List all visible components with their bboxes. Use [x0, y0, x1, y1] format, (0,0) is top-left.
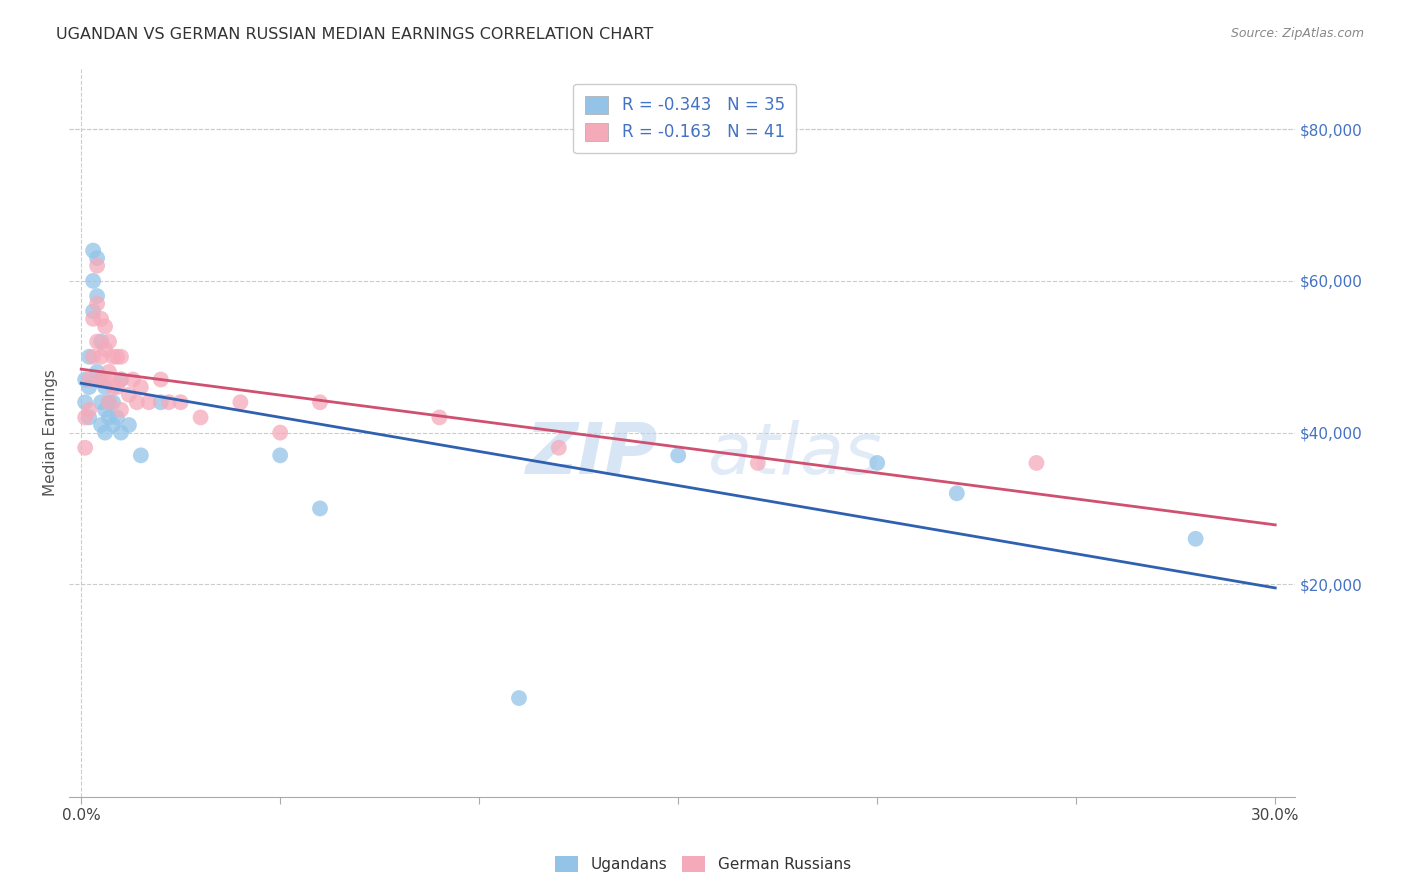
Point	[90, 372, 112, 386]
Point	[170, 395, 193, 409]
Point	[129, 380, 152, 394]
Point	[309, 501, 332, 516]
Legend: R = -0.343   N = 35, R = -0.163   N = 41: R = -0.343 N = 35, R = -0.163 N = 41	[574, 84, 796, 153]
Point	[269, 425, 291, 440]
Point	[90, 395, 112, 409]
Point	[94, 380, 117, 394]
Text: atlas: atlas	[707, 420, 882, 489]
Point	[90, 334, 112, 349]
Point	[98, 410, 121, 425]
Point	[122, 372, 145, 386]
Point	[82, 304, 104, 318]
Point	[82, 244, 104, 258]
Point	[105, 350, 128, 364]
Point	[110, 402, 132, 417]
Point	[98, 395, 121, 409]
Point	[77, 350, 100, 364]
Point	[94, 425, 117, 440]
Point	[77, 372, 100, 386]
Point	[75, 395, 97, 409]
Point	[118, 387, 141, 401]
Point	[86, 251, 108, 265]
Y-axis label: Median Earnings: Median Earnings	[44, 369, 58, 496]
Point	[98, 334, 121, 349]
Point	[129, 448, 152, 462]
Point	[98, 395, 121, 409]
Point	[90, 417, 112, 432]
Point	[90, 311, 112, 326]
Point	[77, 410, 100, 425]
Point	[82, 274, 104, 288]
Point	[75, 372, 97, 386]
Point	[77, 402, 100, 417]
Point	[138, 395, 160, 409]
Text: ZIP: ZIP	[526, 420, 658, 489]
Legend: Ugandans, German Russians: Ugandans, German Russians	[548, 848, 858, 880]
Point	[98, 365, 121, 379]
Point	[86, 259, 108, 273]
Point	[82, 311, 104, 326]
Text: Source: ZipAtlas.com: Source: ZipAtlas.com	[1230, 27, 1364, 40]
Point	[1025, 456, 1047, 470]
Point	[86, 365, 108, 379]
Point	[105, 410, 128, 425]
Point	[94, 319, 117, 334]
Point	[86, 289, 108, 303]
Point	[101, 395, 124, 409]
Point	[747, 456, 769, 470]
Point	[157, 395, 180, 409]
Point	[82, 350, 104, 364]
Point	[229, 395, 252, 409]
Point	[149, 395, 172, 409]
Point	[75, 410, 97, 425]
Point	[309, 395, 332, 409]
Point	[94, 402, 117, 417]
Point	[90, 350, 112, 364]
Point	[90, 372, 112, 386]
Point	[110, 350, 132, 364]
Point	[110, 425, 132, 440]
Point	[110, 372, 132, 386]
Point	[429, 410, 451, 425]
Point	[190, 410, 212, 425]
Point	[269, 448, 291, 462]
Text: UGANDAN VS GERMAN RUSSIAN MEDIAN EARNINGS CORRELATION CHART: UGANDAN VS GERMAN RUSSIAN MEDIAN EARNING…	[56, 27, 654, 42]
Point	[149, 372, 172, 386]
Point	[94, 372, 117, 386]
Point	[547, 441, 569, 455]
Point	[508, 691, 530, 706]
Point	[946, 486, 969, 500]
Point	[77, 380, 100, 394]
Point	[86, 334, 108, 349]
Point	[86, 296, 108, 310]
Point	[101, 417, 124, 432]
Point	[110, 372, 132, 386]
Point	[118, 417, 141, 432]
Point	[94, 342, 117, 356]
Point	[75, 441, 97, 455]
Point	[101, 350, 124, 364]
Point	[101, 380, 124, 394]
Point	[866, 456, 889, 470]
Point	[125, 395, 148, 409]
Point	[1184, 532, 1206, 546]
Point	[666, 448, 689, 462]
Point	[105, 380, 128, 394]
